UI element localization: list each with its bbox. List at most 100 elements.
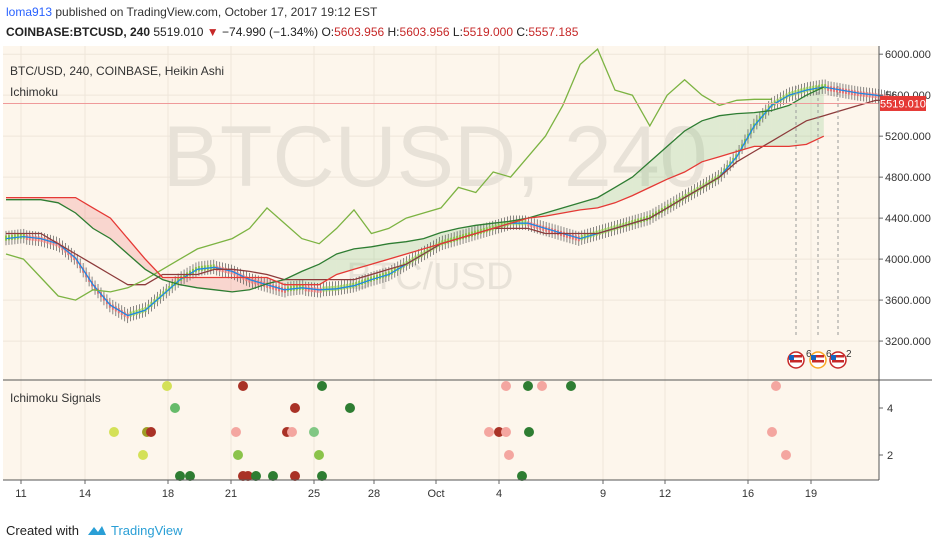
low-value: 5519.000 — [462, 25, 513, 39]
created-with-text: Created with — [6, 522, 79, 538]
time-tick-label: Oct — [427, 488, 444, 500]
grid-vertical — [20, 46, 812, 480]
signal-dot — [537, 381, 547, 391]
signal-dot — [524, 427, 534, 437]
price-axis-bg — [879, 46, 932, 480]
cloud-segment-bearish — [110, 218, 128, 254]
us-event-flag-3[interactable]: 2 — [829, 349, 852, 369]
cloud-segment-bullish — [597, 187, 615, 208]
cloud-segment-bullish — [336, 248, 354, 275]
cloud-segment-bullish — [771, 105, 789, 147]
cloud-segment-bullish — [754, 110, 772, 147]
signal-dot — [109, 427, 119, 437]
signal-dot — [185, 471, 195, 481]
price-axis: 3200.000 3600.000 4000.000 4400.000 4800.000… — [879, 49, 931, 348]
open-value: 5603.956 — [334, 25, 385, 39]
chart-svg[interactable]: BTCUSD, 240 BTC/USD 6 6 2 3200.0003600.0… — [0, 46, 932, 516]
time-tick-label: 11 — [15, 488, 26, 500]
signal-dot — [138, 450, 148, 460]
close-value: 5557.185 — [528, 25, 579, 39]
signal-dot — [767, 427, 777, 437]
symbol-info: COINBASE:BTCUSD, 240 5519.010 ▼ −74.990 … — [6, 25, 578, 39]
signals-axis: 4 2 — [879, 403, 893, 462]
cloud-segment-bullish — [284, 271, 302, 285]
line-chikou — [5, 48, 772, 301]
svg-text:2: 2 — [846, 349, 852, 360]
price-label-text: 5519.010 — [880, 98, 926, 110]
cloud-segment-bullish — [545, 207, 563, 217]
signal-dot — [317, 381, 327, 391]
signal-dot — [484, 427, 494, 437]
watermark-big: BTCUSD, 240 — [163, 109, 708, 205]
us-event-flag-2[interactable]: 6 — [809, 349, 832, 369]
cloud-segment-bullish — [789, 95, 807, 147]
signal-dot — [233, 450, 243, 460]
signal-dot — [314, 450, 324, 460]
cloud-segment-bearish — [127, 238, 146, 270]
signal-dot — [504, 450, 514, 460]
signal-dot — [146, 427, 156, 437]
indicator-label[interactable]: Ichimoku — [10, 85, 58, 99]
cloud-segment-bearish — [197, 277, 215, 290]
signal-dot — [290, 403, 300, 413]
time-tick-label: 18 — [162, 488, 174, 500]
grid-horizontal — [3, 53, 879, 342]
time-tick-label: 14 — [79, 488, 91, 500]
time-tick-label: 12 — [659, 488, 671, 500]
cloud-segment-bullish — [649, 146, 668, 188]
price-tick-label: 6000.000 — [885, 49, 931, 61]
time-tick-label: 25 — [308, 488, 320, 500]
close-label: C: — [516, 25, 529, 39]
signal-dot — [170, 403, 180, 413]
signal-dot — [238, 381, 248, 391]
symbol-name: COINBASE:BTCUSD, 240 — [6, 25, 151, 39]
price-tick-label: 5200.000 — [885, 131, 931, 143]
signal-dot — [517, 471, 527, 481]
cloud-segment-bullish — [632, 161, 650, 196]
cloud-segment-bullish — [736, 112, 755, 152]
time-tick-label: 28 — [368, 488, 380, 500]
svg-text:6: 6 — [806, 349, 812, 360]
footer: Created with TradingView — [6, 519, 183, 541]
tradingview-brand[interactable]: TradingView — [110, 522, 183, 538]
signal-dots — [109, 381, 791, 481]
cloud-segment-bearish — [75, 197, 93, 229]
cloud-segment-bullish — [580, 197, 598, 210]
signal-dot — [771, 381, 781, 391]
last-price: 5519.010 — [153, 25, 204, 39]
signal-dot — [268, 471, 278, 481]
signal-dot — [345, 403, 355, 413]
signal-dot — [501, 381, 511, 391]
time-tick-label: 19 — [805, 488, 817, 500]
us-event-flag-1[interactable]: 6 — [787, 349, 812, 369]
high-value: 5603.956 — [399, 25, 450, 39]
author-link[interactable]: loma913 — [6, 5, 53, 19]
cloud-segment-bullish — [615, 177, 633, 203]
signal-dot — [287, 427, 297, 437]
signals-title[interactable]: Ichimoku Signals — [10, 391, 101, 405]
cloud-segment-bearish — [214, 277, 233, 292]
time-axis-bg — [3, 480, 879, 504]
signal-dot — [309, 427, 319, 437]
price-change: −74.990 (−1.34%) — [222, 25, 319, 39]
open-label: O: — [321, 25, 335, 39]
published-text: published on TradingView.com, October 17… — [55, 5, 378, 19]
signal-dot — [781, 450, 791, 460]
cloud-segment-bearish — [58, 197, 76, 213]
time-tick-label: 9 — [600, 488, 606, 500]
signal-dot — [251, 471, 261, 481]
cloud-segment-bullish — [684, 120, 702, 172]
signal-dot — [523, 381, 533, 391]
cloud-segment-bullish — [806, 87, 824, 145]
price-tick-label: 3600.000 — [885, 295, 931, 307]
time-axis: 11 14 18 21 25 28 Oct 4 9 12 16 19 — [15, 480, 817, 500]
price-tick-label: 4400.000 — [885, 213, 931, 225]
high-label: H: — [387, 25, 400, 39]
signal-dot — [501, 427, 511, 437]
tradingview-logo-icon — [87, 526, 106, 535]
cloud-segment-bullish — [719, 113, 737, 157]
price-tick-label: 4000.000 — [885, 254, 931, 266]
price-tick-label: 3200.000 — [885, 336, 931, 348]
line-senkou_b — [6, 135, 825, 286]
signal-dot — [243, 471, 253, 481]
